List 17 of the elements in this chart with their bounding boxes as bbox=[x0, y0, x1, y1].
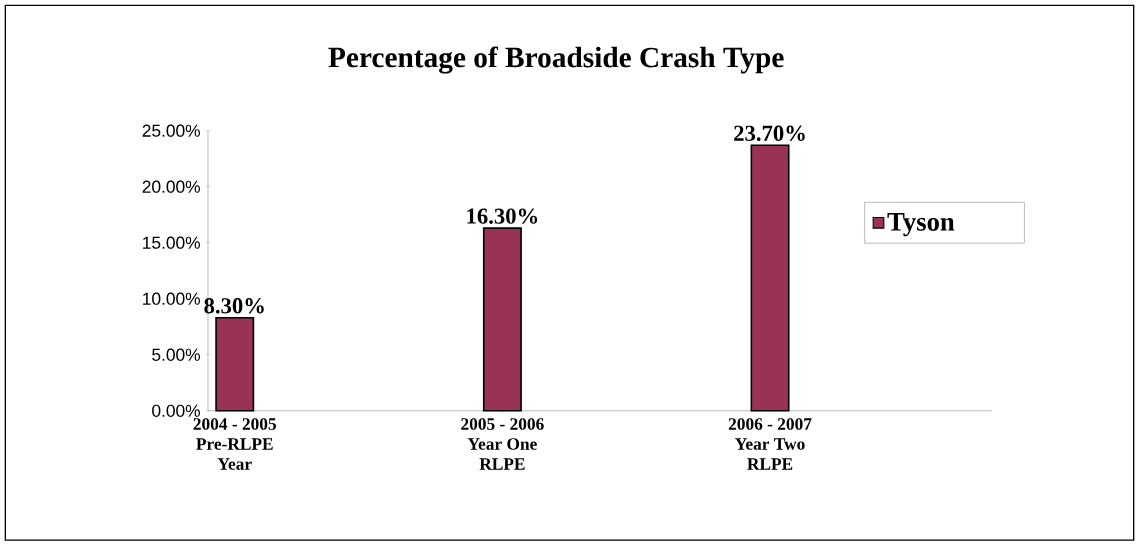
y-tick-label: 0.00% bbox=[152, 404, 200, 417]
y-tick-label: 10.00% bbox=[143, 292, 200, 305]
data-label: 23.70% bbox=[734, 125, 805, 141]
y-tick-label: 5.00% bbox=[152, 348, 200, 361]
data-label: 8.30% bbox=[204, 298, 264, 314]
y-tick-label: 25.00% bbox=[142, 124, 200, 137]
legend-label: Tyson bbox=[887, 212, 955, 237]
x-tick-label: 2004 - 2005 Pre-RLPE Year bbox=[193, 418, 276, 470]
bar bbox=[215, 316, 255, 412]
data-label: 16.30% bbox=[467, 208, 538, 224]
bar bbox=[750, 144, 790, 412]
x-tick-label: 2005 - 2006 Year One RLPE bbox=[461, 418, 544, 470]
y-tick-label: 15.00% bbox=[143, 236, 200, 249]
x-tick-label: 2006 - 2007 Year Two RLPE bbox=[728, 418, 812, 470]
bar bbox=[482, 227, 522, 412]
y-tick-label: 20.00% bbox=[142, 180, 200, 193]
chart-title: Percentage of Broadside Crash Type bbox=[328, 46, 784, 74]
